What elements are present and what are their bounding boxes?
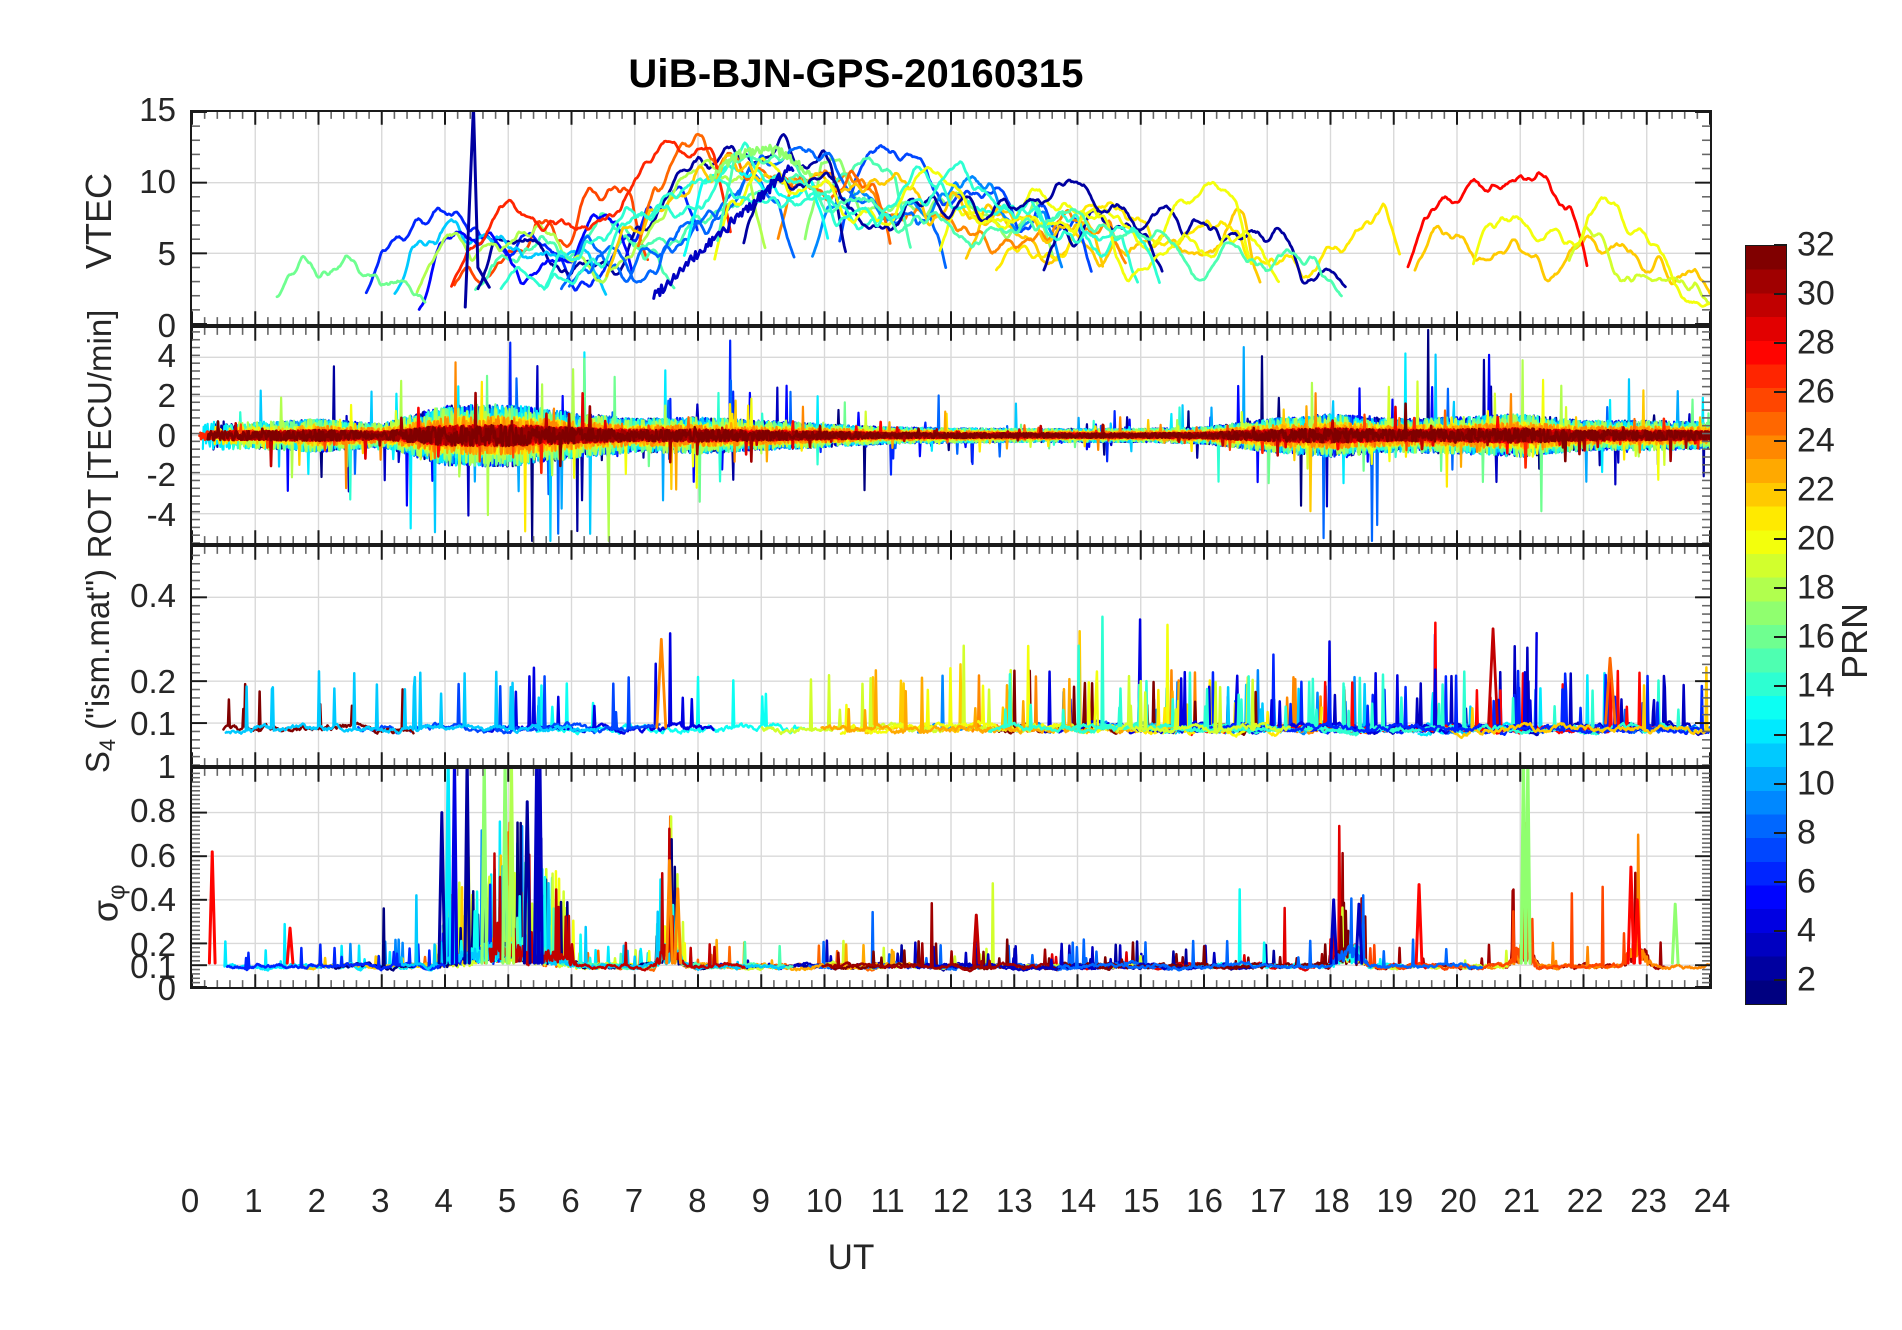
- y-tick-label: -4: [146, 496, 176, 534]
- x-tick-label: 24: [1693, 1182, 1731, 1219]
- y-tick-label: 4: [157, 336, 176, 374]
- data-traces: [222, 615, 1710, 740]
- x-tick-label: 18: [1313, 1182, 1350, 1219]
- x-tick-label: 3: [371, 1182, 390, 1219]
- y-tick-label: 0: [157, 416, 176, 454]
- y-tick-label: 0.2: [130, 662, 176, 700]
- colorbar-tick-mark: [1774, 293, 1787, 296]
- x-tick-label: 4: [434, 1182, 453, 1219]
- page-title: UiB-BJN-GPS-20160315: [628, 52, 1084, 96]
- y-tick-label: -2: [146, 456, 176, 494]
- axis-ticks: [192, 112, 1710, 324]
- x-tick-label: 1: [244, 1182, 263, 1219]
- y-tick-label: 5: [157, 235, 176, 272]
- x-tick-label: 22: [1566, 1182, 1604, 1219]
- y-tick-label: 1: [157, 748, 176, 785]
- colorbar-tick-label: 2: [1797, 960, 1816, 999]
- x-tick-label: 13: [996, 1182, 1033, 1219]
- panel-vtec: [190, 110, 1712, 326]
- y-tick-label: 2: [157, 376, 176, 414]
- x-tick-label: 11: [870, 1182, 905, 1219]
- axis-ticks: [192, 547, 1710, 765]
- x-tick-label: 8: [688, 1182, 707, 1219]
- x-tick-label: 14: [1059, 1182, 1097, 1219]
- y-tick-label: 15: [139, 91, 176, 128]
- y-tick-label: 0: [157, 307, 176, 344]
- colorbar-tick-label: 20: [1797, 519, 1835, 558]
- colorbar[interactable]: 32 30 28 26 24 22 20 18 16 14 12 10 8 6 4 2: [1745, 226, 1895, 1005]
- x-tick-label: 7: [624, 1182, 644, 1219]
- x-tick-label: 5: [497, 1182, 517, 1219]
- x-tick-label: 23: [1630, 1182, 1667, 1219]
- axis-ticks: [192, 769, 1710, 987]
- colorbar-tick-mark: [1774, 636, 1787, 639]
- y-tick-label: 0.6: [130, 836, 176, 874]
- x-tick-label: 10: [805, 1182, 843, 1219]
- colorbar-tick-mark: [1774, 783, 1787, 786]
- colorbar-tick-label: 18: [1797, 568, 1835, 607]
- colorbar-tick-label: 32: [1797, 225, 1835, 264]
- colorbar-tick-mark: [1774, 832, 1787, 835]
- y-tick-label: 0.1: [130, 705, 176, 743]
- data-traces: [198, 328, 1710, 543]
- colorbar-tick-mark: [1774, 587, 1787, 590]
- colorbar-tick-mark: [1774, 930, 1787, 933]
- colorbar-tick-mark: [1774, 244, 1787, 246]
- panel-rot: [190, 326, 1712, 545]
- panel-sigma-phi: [190, 767, 1712, 989]
- colorbar-tick-label: 12: [1797, 715, 1835, 754]
- x-tick-label: 19: [1376, 1182, 1414, 1219]
- x-tick-label: 2: [307, 1182, 327, 1219]
- x-tick-label: 0: [180, 1182, 200, 1219]
- colorbar-gradient[interactable]: [1745, 245, 1787, 1005]
- colorbar-label: PRN: [1834, 603, 1875, 680]
- x-axis-label: UT: [827, 1238, 875, 1277]
- y-tick-label: 0.2: [130, 925, 176, 963]
- colorbar-tick-mark: [1774, 489, 1787, 492]
- colorbar-tick-label: 30: [1797, 274, 1835, 313]
- colorbar-tick-mark: [1774, 979, 1787, 982]
- colorbar-tick-mark: [1774, 734, 1787, 737]
- colorbar-tick-label: 28: [1797, 323, 1835, 362]
- x-tick-label: 16: [1186, 1182, 1224, 1219]
- y-tick-label: 10: [139, 163, 176, 200]
- colorbar-tick-mark: [1774, 440, 1787, 443]
- x-tick-label: 12: [932, 1182, 970, 1219]
- y-tick-label: 0.8: [130, 792, 176, 830]
- colorbar-tick-label: 26: [1797, 372, 1835, 411]
- colorbar-tick-label: 22: [1797, 470, 1835, 509]
- y-tick-label: 0.4: [130, 881, 176, 919]
- colorbar-tick-label: 16: [1797, 617, 1835, 656]
- panel-s4: [190, 545, 1712, 767]
- axis-ticks: [192, 328, 1710, 543]
- colorbar-tick-label: 8: [1797, 813, 1816, 852]
- data-traces: [275, 112, 1710, 311]
- colorbar-tick-label: 24: [1797, 421, 1835, 460]
- y-tick-label: 0: [157, 970, 176, 1007]
- colorbar-tick-label: 4: [1797, 911, 1816, 950]
- colorbar-tick-label: 10: [1797, 764, 1835, 803]
- colorbar-tick-mark: [1774, 391, 1787, 394]
- x-tick-label: 9: [751, 1182, 770, 1219]
- x-tick-label: 21: [1503, 1182, 1541, 1219]
- colorbar-tick-mark: [1774, 685, 1787, 688]
- colorbar-tick-mark: [1774, 538, 1787, 541]
- y-tick-label: 0.1: [130, 947, 176, 985]
- colorbar-tick-label: 14: [1797, 666, 1835, 705]
- y-tick-label: 0.4: [130, 577, 176, 615]
- colorbar-tick-mark: [1774, 342, 1787, 345]
- data-traces: [207, 769, 1710, 973]
- colorbar-tick-label: 6: [1797, 862, 1816, 901]
- x-tick-label: 15: [1122, 1182, 1160, 1219]
- x-tick-label: 20: [1439, 1182, 1477, 1219]
- x-tick-label: 17: [1249, 1182, 1287, 1219]
- colorbar-tick-mark: [1774, 881, 1787, 884]
- x-tick-label: 6: [561, 1182, 580, 1219]
